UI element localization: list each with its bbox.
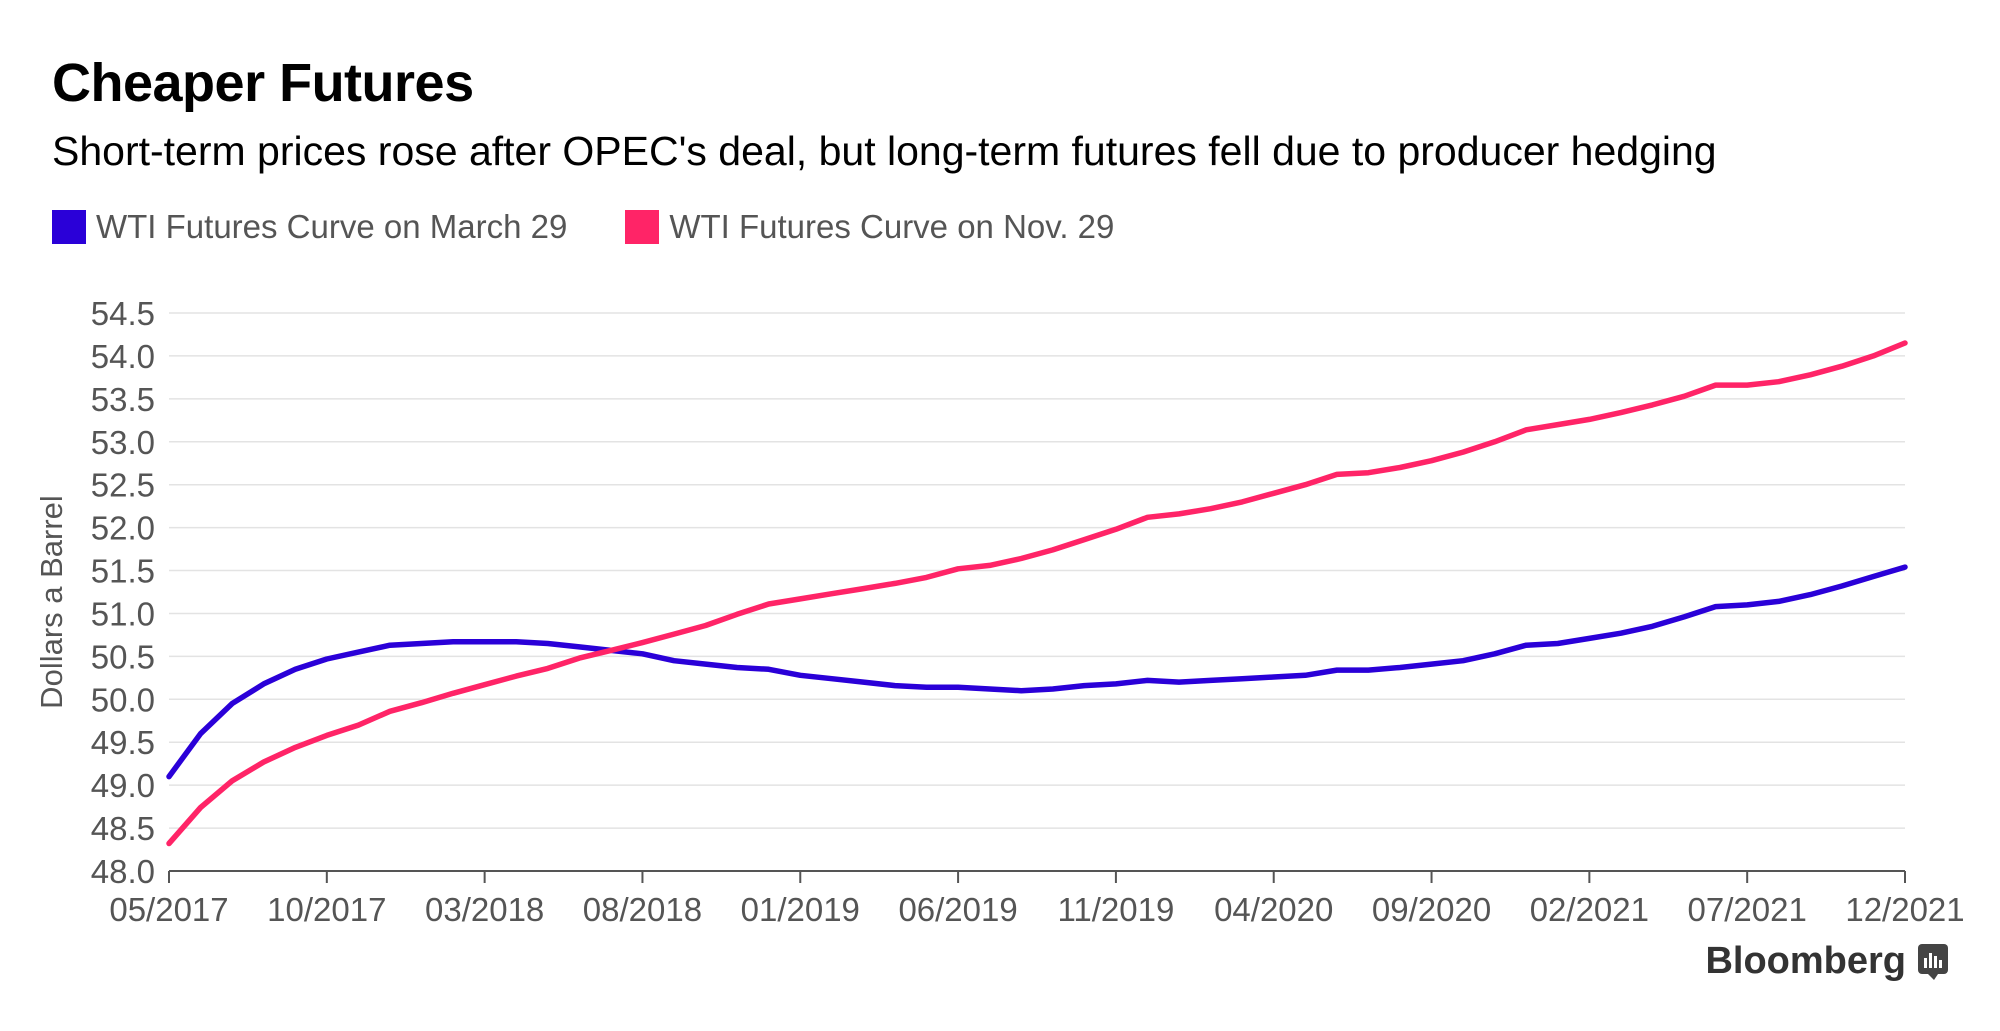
x-tick-label: 11/2019 bbox=[1057, 891, 1174, 928]
x-tick-label: 01/2019 bbox=[741, 891, 860, 928]
y-tick-label: 53.5 bbox=[91, 381, 155, 418]
chart-subtitle: Short-term prices rose after OPEC's deal… bbox=[52, 128, 1717, 174]
y-tick-label: 54.0 bbox=[91, 338, 155, 375]
x-tick-label: 07/2021 bbox=[1688, 891, 1807, 928]
series-line-march-29 bbox=[166, 564, 1908, 780]
legend-label-nov-29: WTI Futures Curve on Nov. 29 bbox=[669, 208, 1115, 245]
legend-swatch-march-29 bbox=[52, 210, 86, 244]
y-tick-label: 51.0 bbox=[91, 595, 155, 632]
y-tick-label: 53.0 bbox=[91, 424, 155, 461]
x-tick-label: 08/2018 bbox=[583, 891, 702, 928]
y-tick-label: 54.5 bbox=[91, 295, 155, 332]
chart-title: Cheaper Futures bbox=[52, 53, 474, 113]
legend-item-march-29: WTI Futures Curve on March 29 bbox=[52, 208, 567, 246]
legend: WTI Futures Curve on March 29 WTI Future… bbox=[52, 208, 1172, 246]
x-tick-label: 09/2020 bbox=[1372, 891, 1491, 928]
x-tick-label: 05/2017 bbox=[109, 891, 228, 928]
y-axis-label: Dollars a Barrel bbox=[34, 495, 69, 709]
series-line-nov-29 bbox=[166, 340, 1908, 847]
legend-label-march-29: WTI Futures Curve on March 29 bbox=[96, 208, 568, 245]
x-tick-label: 06/2019 bbox=[898, 891, 1017, 928]
legend-item-nov-29: WTI Futures Curve on Nov. 29 bbox=[625, 208, 1114, 246]
x-tick-label: 04/2020 bbox=[1214, 891, 1333, 928]
x-tick-label: 10/2017 bbox=[267, 891, 386, 928]
y-tick-label: 49.0 bbox=[91, 767, 155, 804]
legend-swatch-nov-29 bbox=[625, 210, 660, 244]
brand-label: Bloomberg bbox=[1705, 940, 1906, 982]
y-tick-label: 48.5 bbox=[91, 810, 155, 847]
y-tick-label: 52.5 bbox=[91, 467, 155, 504]
y-tick-label: 51.5 bbox=[91, 553, 155, 590]
x-tick-label: 02/2021 bbox=[1530, 891, 1649, 928]
brand-logo: Bloomberg bbox=[1705, 940, 1948, 983]
x-tick-label: 12/2021 bbox=[1845, 891, 1964, 928]
y-tick-label: 49.5 bbox=[91, 724, 155, 761]
y-tick-label: 48.0 bbox=[91, 853, 155, 890]
y-tick-label: 50.5 bbox=[91, 638, 155, 675]
y-tick-label: 52.0 bbox=[91, 510, 155, 547]
bloomberg-terminal-icon bbox=[1918, 943, 1948, 980]
y-tick-label: 50.0 bbox=[91, 681, 155, 718]
x-tick-label: 03/2018 bbox=[425, 891, 544, 928]
